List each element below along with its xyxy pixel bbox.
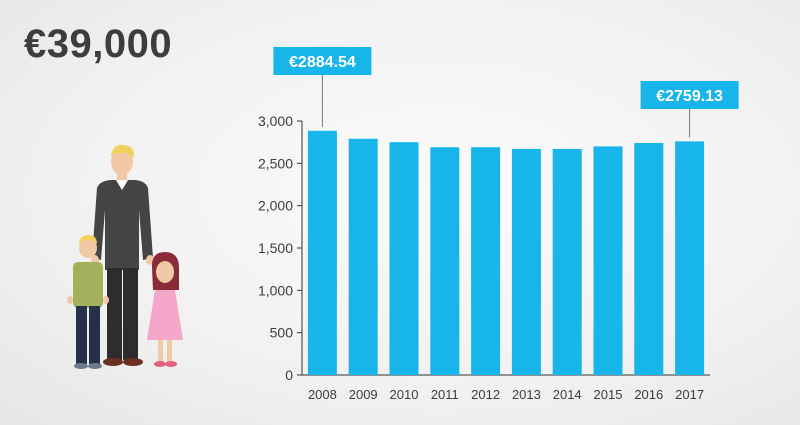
bar-2008: [307, 130, 337, 375]
bar-2016: [634, 143, 664, 375]
headline-amount: €39,000: [24, 22, 173, 66]
y-tick-label: 2,500: [258, 155, 293, 171]
x-tick-label: 2013: [512, 387, 541, 402]
callout-label: €2759.13: [656, 88, 723, 105]
boy-figure: [67, 235, 109, 369]
x-tick-label: 2014: [553, 387, 582, 402]
bar-2013: [511, 148, 541, 375]
y-tick-label: 500: [270, 325, 294, 341]
bar-2017: [675, 141, 705, 375]
x-tick-label: 2010: [390, 387, 419, 402]
y-tick-label: 1,500: [258, 240, 293, 256]
girl-figure: [147, 252, 183, 367]
bar-2009: [348, 138, 378, 375]
y-tick-label: 2,000: [258, 198, 293, 214]
bar-2014: [552, 148, 582, 375]
y-tick-label: 3,000: [258, 113, 293, 129]
x-tick-label: 2008: [308, 387, 337, 402]
bar-2011: [430, 147, 460, 375]
y-axis: 0 500 1,000 1,500 2,000 2,500 3,000: [258, 113, 302, 383]
value-callouts: €2884.54 €2759.13: [273, 47, 739, 138]
x-tick-label: 2012: [471, 387, 500, 402]
callout-label: €2884.54: [289, 54, 356, 71]
x-tick-label: 2015: [594, 387, 623, 402]
x-axis: 2008 2009 2010 2011 2012 2013 2014 2015 2016 2017: [308, 387, 704, 402]
x-tick-label: 2016: [634, 387, 663, 402]
bar-2010: [389, 142, 419, 375]
bar-2012: [471, 147, 501, 375]
bar-2015: [593, 146, 623, 375]
father-figure: [91, 144, 154, 366]
y-tick-label: 0: [285, 367, 293, 383]
bars: [307, 130, 705, 375]
x-tick-label: 2011: [431, 387, 459, 402]
family-illustration: [67, 144, 183, 369]
callout-box: [640, 81, 739, 109]
y-tick-label: 1,000: [258, 282, 293, 298]
x-tick-label: 2009: [349, 387, 378, 402]
callout-box: [273, 47, 372, 75]
x-tick-label: 2017: [675, 387, 704, 402]
